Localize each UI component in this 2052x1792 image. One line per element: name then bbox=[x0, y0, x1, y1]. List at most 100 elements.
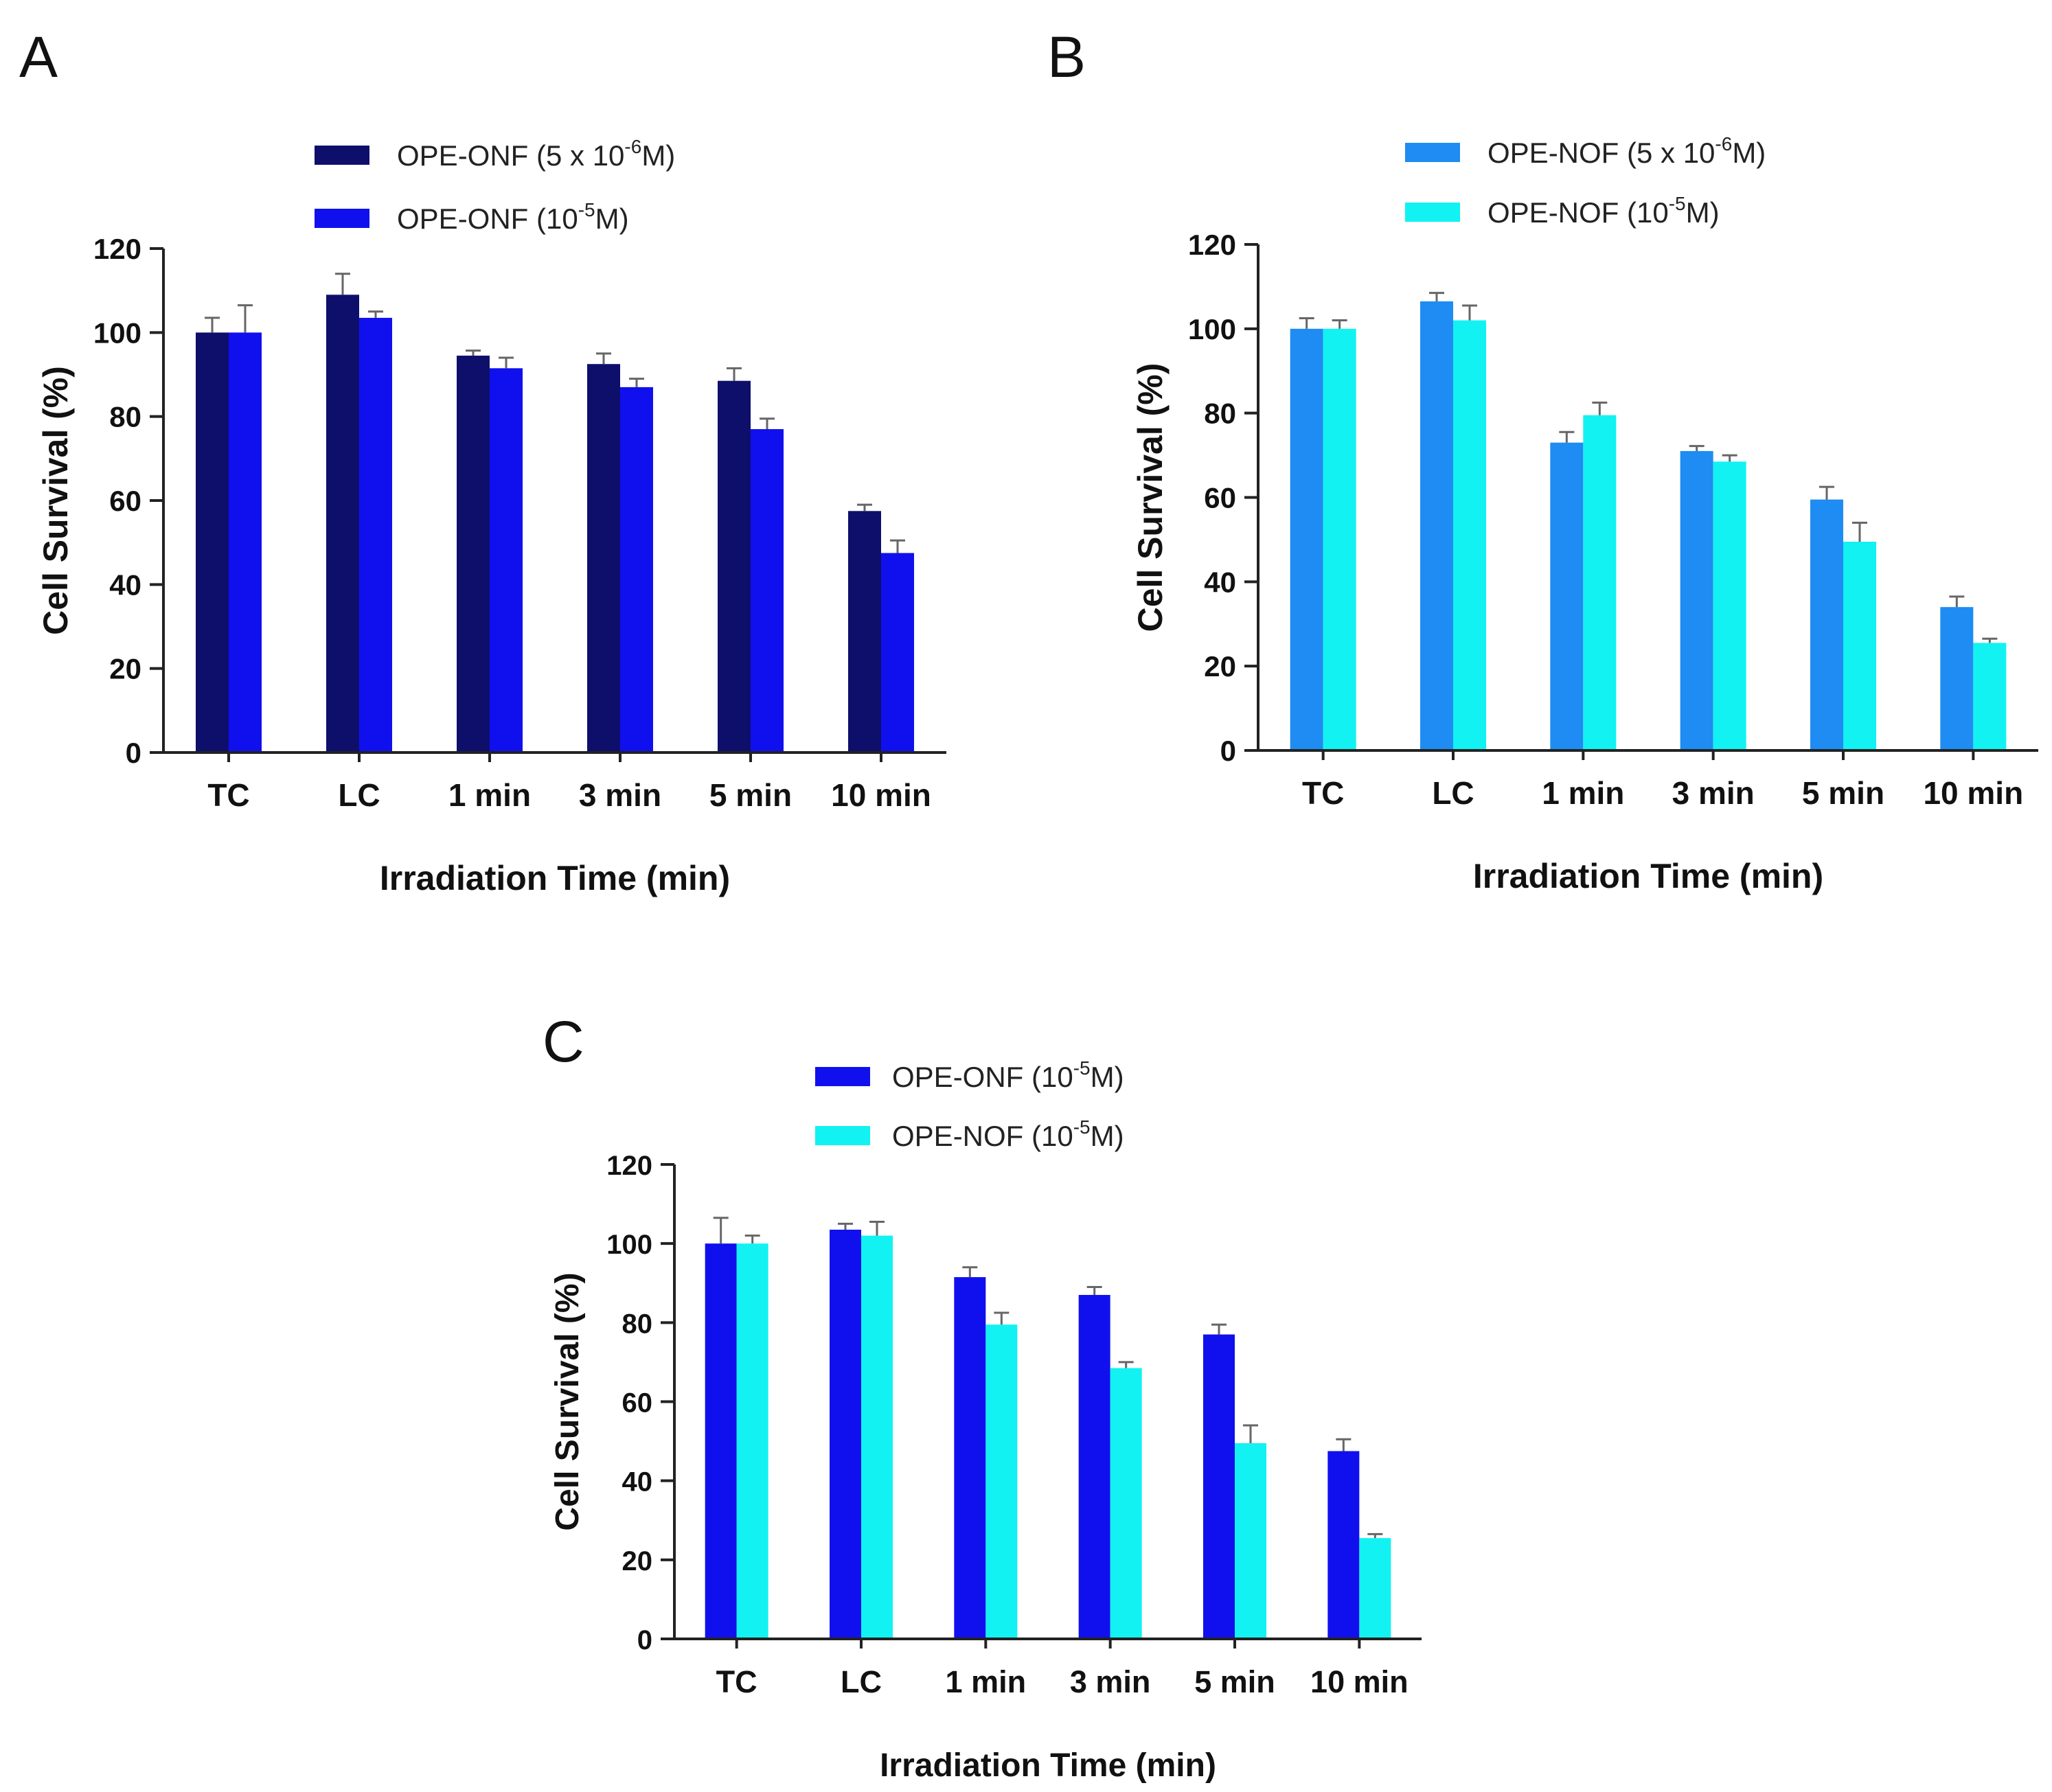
bar bbox=[457, 355, 490, 753]
x-tick-label: LC bbox=[841, 1664, 882, 1699]
chart-panel-b: B OPE-NOF (5 x 10-6M) OPE-NOF (10-5M) TC LC 1… bbox=[1047, 25, 2038, 895]
legend-entry: OPE-ONF (10-5M) bbox=[397, 199, 629, 235]
x-axis-title: Irradiation Time (min) bbox=[380, 859, 730, 897]
y-tick-label: 20 bbox=[622, 1546, 653, 1576]
bar bbox=[1327, 1451, 1360, 1639]
y-tick-label: 120 bbox=[1188, 229, 1236, 261]
bar bbox=[196, 332, 229, 753]
legend-swatch bbox=[1405, 143, 1460, 162]
bar bbox=[705, 1243, 737, 1639]
bar bbox=[1550, 442, 1584, 750]
x-tick-label: TC bbox=[1302, 775, 1344, 811]
y-tick-label: 100 bbox=[606, 1230, 652, 1260]
y-tick-label: 120 bbox=[606, 1151, 652, 1181]
legend-swatch bbox=[1405, 203, 1460, 222]
x-tick-label: LC bbox=[338, 777, 380, 813]
y-tick-label: 100 bbox=[93, 317, 141, 349]
legend-entry: OPE-NOF (10-5M) bbox=[1487, 193, 1720, 229]
x-tick-label: 5 min bbox=[1194, 1664, 1275, 1699]
legend-swatch bbox=[315, 209, 369, 228]
x-axis-title: Irradiation Time (min) bbox=[1473, 857, 1823, 895]
bar bbox=[490, 368, 523, 753]
bar bbox=[881, 553, 914, 753]
y-tick-label: 80 bbox=[1204, 398, 1236, 430]
x-tick-label: 1 min bbox=[1542, 775, 1624, 811]
bar bbox=[718, 380, 751, 753]
legend-entry: OPE-NOF (10-5M) bbox=[892, 1116, 1124, 1152]
bar bbox=[1680, 450, 1713, 750]
x-axis-title: Irradiation Time (min) bbox=[880, 1747, 1216, 1784]
y-tick-label: 40 bbox=[1204, 566, 1236, 598]
bar bbox=[1940, 607, 1974, 750]
legend-swatch bbox=[815, 1126, 870, 1145]
legend-entry: OPE-NOF (5 x 10-6M) bbox=[1487, 133, 1766, 169]
bar bbox=[1290, 328, 1323, 750]
bar bbox=[1810, 499, 1843, 750]
y-axis-title: Cell Survival (%) bbox=[549, 1272, 586, 1530]
bar bbox=[985, 1324, 1018, 1639]
y-tick-label: 20 bbox=[109, 653, 141, 685]
x-tick-label: TC bbox=[716, 1664, 757, 1699]
panel-label: A bbox=[19, 25, 58, 89]
bar bbox=[1583, 415, 1617, 750]
legend-entry: OPE-ONF (10-5M) bbox=[892, 1057, 1124, 1093]
bar bbox=[326, 295, 359, 753]
bar bbox=[587, 364, 620, 753]
panel-label: C bbox=[543, 1009, 584, 1074]
x-tick-label: 5 min bbox=[1802, 775, 1884, 811]
y-tick-label: 0 bbox=[637, 1625, 652, 1655]
y-tick-label: 20 bbox=[1204, 650, 1236, 682]
chart-panel-a: A OPE-ONF (5 x 10-6M) OPE-ONF (10-5M) TC LC 1… bbox=[19, 25, 946, 897]
bar bbox=[861, 1235, 893, 1639]
y-tick-label: 40 bbox=[622, 1467, 653, 1497]
bar bbox=[751, 429, 784, 753]
x-tick-label: LC bbox=[1432, 775, 1474, 811]
chart-panel-c: C OPE-ONF (10-5M) OPE-NOF (10-5M) TC LC 1 min… bbox=[543, 1009, 1422, 1784]
x-tick-label: 10 min bbox=[1923, 775, 2023, 811]
bar bbox=[954, 1277, 986, 1639]
x-tick-label: 10 min bbox=[831, 777, 931, 813]
bar bbox=[620, 387, 653, 753]
y-tick-label: 120 bbox=[93, 233, 141, 265]
bar bbox=[1420, 301, 1453, 751]
x-tick-label: 5 min bbox=[709, 777, 792, 813]
bar bbox=[848, 511, 881, 753]
y-tick-label: 60 bbox=[622, 1388, 653, 1418]
bar bbox=[1973, 643, 2007, 750]
bar bbox=[736, 1243, 768, 1639]
bar bbox=[1843, 541, 1876, 750]
bar bbox=[1453, 320, 1486, 750]
bar bbox=[830, 1230, 861, 1639]
y-tick-label: 60 bbox=[1204, 482, 1236, 514]
bar bbox=[1713, 461, 1746, 750]
x-tick-label: 3 min bbox=[1672, 775, 1755, 811]
bar bbox=[1323, 328, 1356, 750]
bar bbox=[1078, 1295, 1110, 1639]
y-tick-label: 80 bbox=[109, 401, 141, 433]
y-tick-label: 60 bbox=[109, 485, 141, 517]
y-tick-label: 40 bbox=[109, 568, 141, 601]
legend-entry: OPE-ONF (5 x 10-6M) bbox=[397, 136, 675, 172]
y-tick-label: 0 bbox=[1220, 735, 1236, 767]
x-tick-label: 3 min bbox=[579, 777, 661, 813]
bar bbox=[1235, 1443, 1266, 1639]
y-tick-label: 0 bbox=[126, 737, 141, 769]
y-tick-label: 100 bbox=[1188, 313, 1236, 345]
bar bbox=[1203, 1334, 1235, 1639]
panel-label: B bbox=[1047, 25, 1086, 89]
y-axis-title: Cell Survival (%) bbox=[36, 366, 75, 635]
y-axis-title: Cell Survival (%) bbox=[1131, 363, 1170, 632]
bar bbox=[229, 332, 262, 753]
legend-swatch bbox=[315, 146, 369, 165]
x-tick-label: 10 min bbox=[1310, 1664, 1409, 1699]
x-tick-label: 1 min bbox=[946, 1664, 1027, 1699]
y-tick-label: 80 bbox=[622, 1309, 653, 1339]
bar bbox=[1110, 1368, 1142, 1639]
x-tick-label: 3 min bbox=[1070, 1664, 1151, 1699]
bar bbox=[1359, 1538, 1391, 1639]
legend-swatch bbox=[815, 1067, 870, 1086]
bar bbox=[359, 317, 392, 753]
x-tick-label: 1 min bbox=[448, 777, 531, 813]
x-tick-label: TC bbox=[207, 777, 249, 813]
